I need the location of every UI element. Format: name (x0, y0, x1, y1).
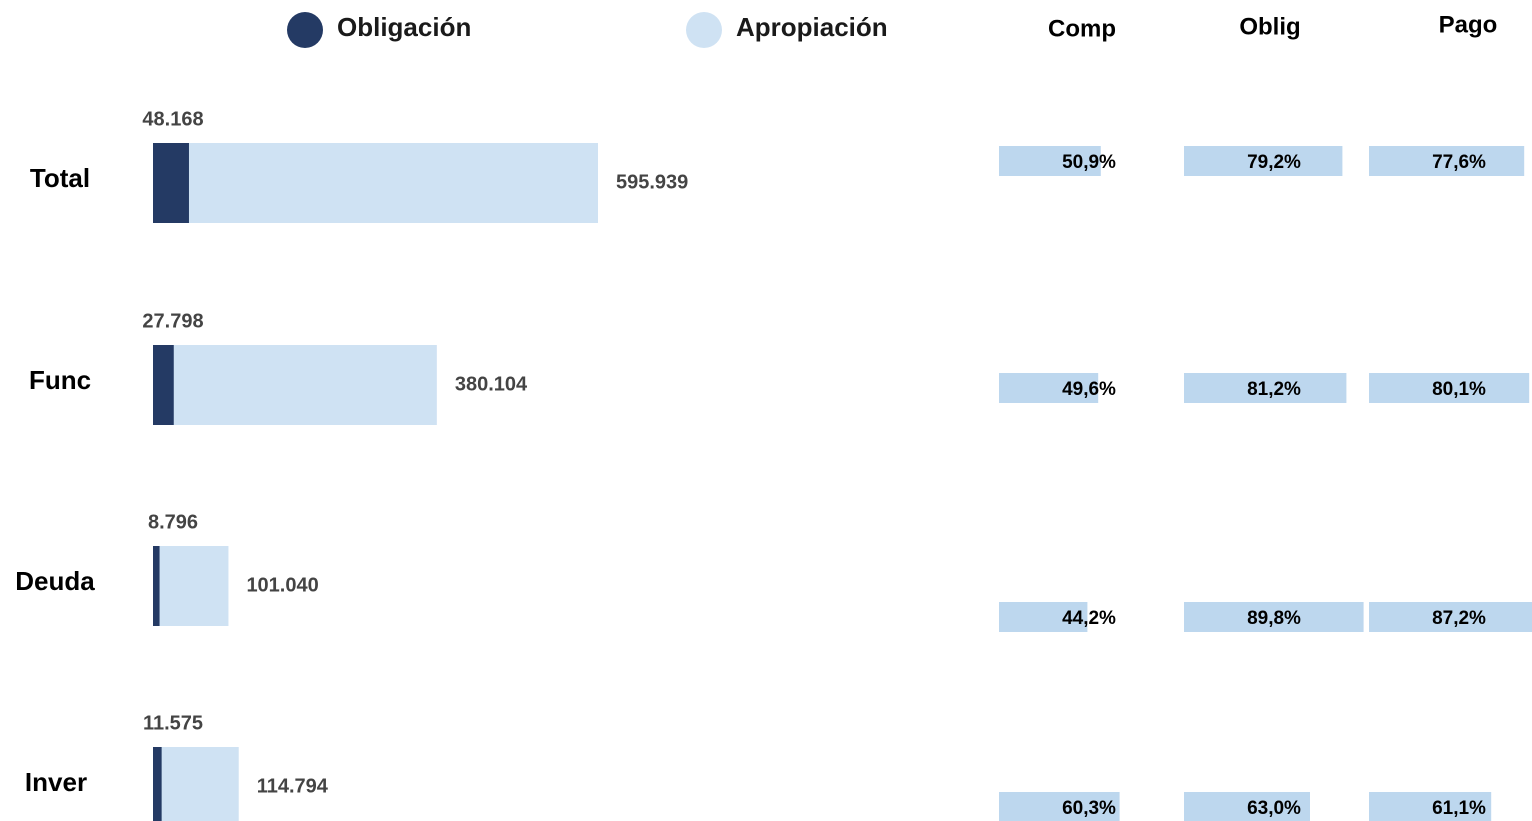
value-label: 48.168 (142, 108, 203, 130)
percent-bar (1184, 146, 1343, 176)
percent-bar (999, 792, 1120, 821)
bar (153, 143, 598, 223)
category-label: Total (30, 163, 90, 193)
percent-bar (999, 373, 1099, 403)
percent-bar (1369, 792, 1492, 821)
column-header: Oblig (1239, 13, 1300, 40)
value-label: 8.796 (148, 511, 198, 533)
percent-bar (1369, 602, 1532, 632)
column-header: Comp (1048, 15, 1116, 42)
bar (153, 345, 174, 425)
bar (153, 143, 189, 223)
legend-swatch (686, 12, 722, 48)
value-label: 595.939 (616, 171, 688, 193)
percent-bar (1184, 602, 1364, 632)
percent-label: 63,0% (1247, 798, 1301, 819)
value-label: 380.104 (455, 373, 528, 395)
legend-label: Obligación (337, 12, 471, 42)
percent-label: 61,1% (1432, 798, 1486, 819)
category-label: Inver (25, 767, 87, 797)
percent-label: 79,2% (1247, 152, 1301, 173)
percent-label: 87,2% (1432, 608, 1486, 629)
bar (153, 747, 239, 821)
percent-bar (1369, 146, 1525, 176)
percent-label: 49,6% (1062, 379, 1116, 400)
percent-label: 89,8% (1247, 608, 1301, 629)
percent-label: 44,2% (1062, 608, 1116, 629)
percent-label: 81,2% (1247, 379, 1301, 400)
percent-bar (1184, 373, 1347, 403)
value-label: 27.798 (142, 310, 203, 332)
bar (153, 747, 162, 821)
percent-label: 50,9% (1062, 152, 1116, 173)
category-label: Func (29, 365, 91, 395)
value-label: 11.575 (143, 712, 203, 734)
percent-bar (1369, 373, 1530, 403)
bar (153, 345, 437, 425)
percent-bar (1184, 792, 1310, 821)
bar (153, 546, 160, 626)
percent-bar (999, 602, 1088, 632)
category-label: Deuda (15, 566, 95, 596)
bar (153, 546, 229, 626)
percent-label: 80,1% (1432, 379, 1486, 400)
legend-swatch (287, 12, 323, 48)
column-header: Pago (1439, 11, 1498, 38)
legend-label: Apropiación (736, 12, 888, 42)
percent-label: 60,3% (1062, 798, 1116, 819)
value-label: 114.794 (257, 775, 329, 797)
value-label: 101.040 (246, 574, 318, 596)
percent-label: 77,6% (1432, 152, 1486, 173)
percent-bar (999, 146, 1101, 176)
